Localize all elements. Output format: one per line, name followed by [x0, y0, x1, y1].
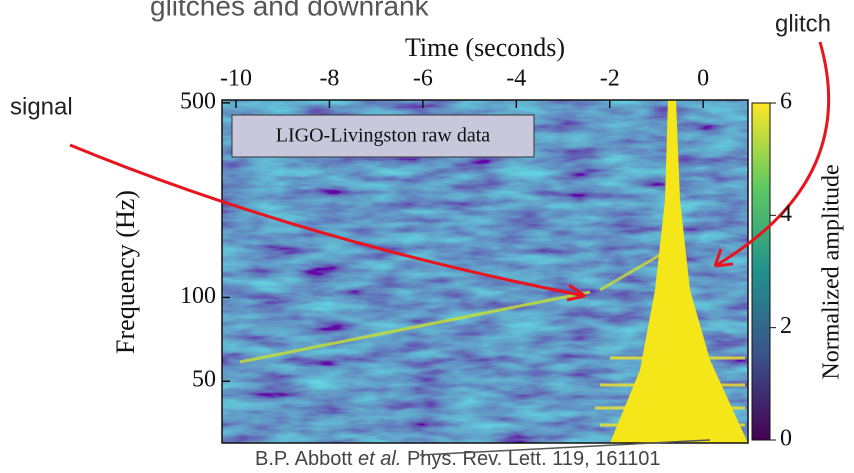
x-tick-label: -10	[220, 66, 252, 92]
colorbar-label: Normalized amplitude	[819, 164, 845, 379]
caption: B.P. Abbott et al. Phys. Rev. Lett. 119,…	[255, 448, 660, 470]
x-tick-label: 0	[697, 66, 709, 92]
colorbar-tick-label: 4	[780, 201, 792, 227]
x-tick-label: -6	[413, 66, 433, 92]
inset-label: LIGO-Livingston raw data	[276, 125, 491, 147]
y-tick-label: 50	[192, 367, 216, 393]
x-axis-label: Time (seconds)	[405, 33, 565, 62]
strike-line	[419, 439, 711, 456]
x-tick-label: -8	[319, 66, 339, 92]
colorbar-tick-label: 6	[780, 89, 792, 115]
colorbar-tick-label: 2	[780, 313, 792, 339]
signal-annotation: signal	[10, 93, 73, 120]
colorbar-tick-label: 0	[780, 426, 792, 452]
y-tick-label: 100	[180, 283, 216, 309]
arrows	[69, 41, 831, 302]
glitch-annotation: glitch	[775, 10, 831, 37]
caption-part: et al.	[358, 448, 401, 470]
caption-part: Phys. Rev. Lett. 119, 161101	[401, 448, 660, 470]
x-tick-label: -2	[600, 66, 620, 92]
colorbar	[751, 102, 771, 441]
caption-part: B.P. Abbott	[255, 448, 358, 470]
header: glitches and downrank	[150, 0, 430, 21]
x-tick-label: -4	[506, 66, 526, 92]
plot-frame	[221, 99, 749, 444]
y-axis-label: Frequency (Hz)	[111, 190, 140, 354]
inset-box	[231, 114, 535, 158]
y-tick-label: 500	[180, 88, 216, 114]
